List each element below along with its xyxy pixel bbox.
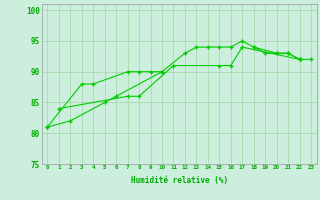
X-axis label: Humidité relative (%): Humidité relative (%) bbox=[131, 176, 228, 185]
